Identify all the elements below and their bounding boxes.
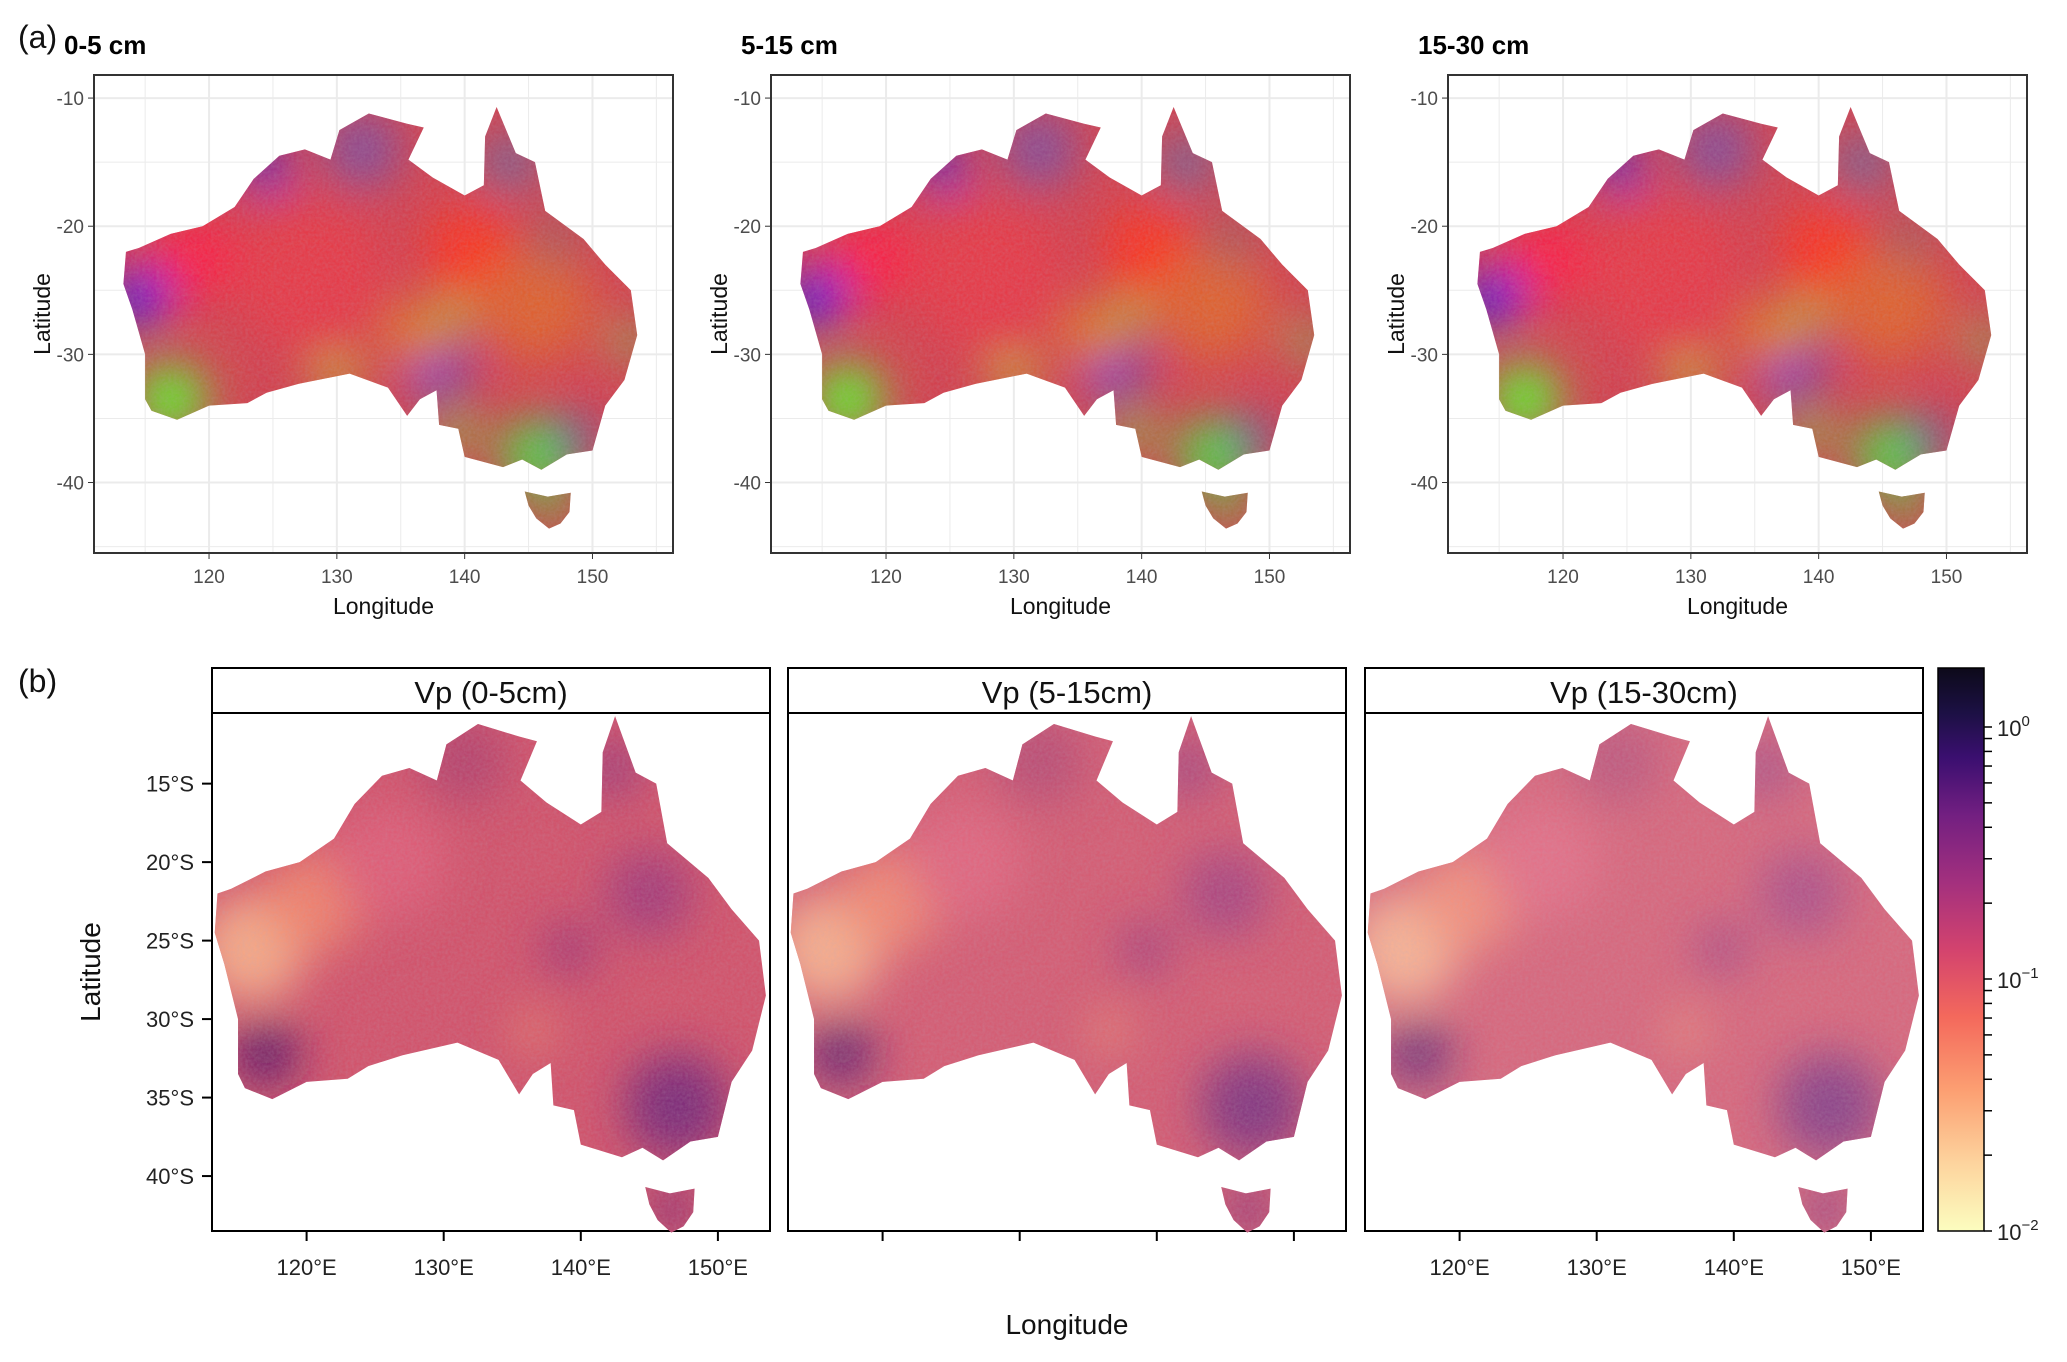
strip-title: Vp (0-5cm) [414,675,567,710]
y-tick-label: 20°S [146,850,194,875]
x-tick-label: 140°E [1704,1255,1764,1280]
x-axis-label: Longitude [1687,593,1788,619]
y-tick-label: -40 [1411,474,1438,495]
x-tick-label: 120 [193,567,225,588]
y-tick-label: -10 [734,89,761,110]
y-tick-label: 35°S [146,1086,194,1111]
y-tick-label: 25°S [146,929,194,954]
x-axis-label: Longitude [1010,593,1111,619]
x-axis-label: Longitude [333,593,434,619]
colorbar-gradient [1937,667,1985,1232]
panel-b-2: Vp (5-15cm) [787,667,1347,1241]
strip-header [211,667,771,714]
colorbar-tick-label: 100 [1997,713,2030,741]
colorbar-tick-base: 10 [1997,716,2021,741]
x-tick-label: 140°E [551,1255,611,1280]
x-tick-label: 140 [1126,567,1158,588]
strip-title: Vp (15-30cm) [1550,675,1738,710]
y-axis-label: Latitude [75,922,106,1022]
x-tick-label: 150°E [1841,1255,1901,1280]
plot-border [1447,74,2028,554]
plot-border [211,712,771,1232]
plot-border [93,74,674,554]
colorbar-tick-label: 10−2 [1997,1217,2039,1245]
plot-border [1364,712,1924,1232]
y-tick-label: 40°S [146,1164,194,1189]
panel-label-a: (a) [18,19,57,55]
y-tick-label: -30 [734,345,761,366]
colorbar-tick-exponent: 0 [2021,713,2029,730]
y-tick-label: -20 [57,217,84,238]
y-tick-label: -20 [1411,217,1438,238]
x-tick-label: 120 [870,567,902,588]
y-axis-label: Latitude [706,273,732,355]
panel-b-1: Vp (0-5cm) 120°E 130°E 140°E 150°E 15°S 20°S 25… [146,667,771,1280]
colorbar-tick-base: 10 [1997,968,2021,993]
x-tick-label: 150 [577,567,609,588]
strip-header [1364,667,1924,714]
y-tick-label: 15°S [146,772,194,797]
colorbar-tick-exponent: −2 [2021,1217,2038,1234]
y-tick-label: -10 [57,89,84,110]
x-tick-label: 130 [1675,567,1707,588]
plot-border [787,712,1347,1232]
y-axis-label: Latitude [1383,273,1409,355]
y-tick-label: 30°S [146,1007,194,1032]
colorbar-tick-base: 10 [1997,1220,2021,1245]
strip-header [787,667,1347,714]
strip-title: Vp (5-15cm) [982,675,1153,710]
y-tick-label: -40 [57,474,84,495]
y-tick-label: -40 [734,474,761,495]
x-tick-label: 140 [1803,567,1835,588]
colorbar-tick-label: 10−1 [1997,965,2039,993]
plot-border [770,74,1351,554]
panel-title: 15-30 cm [1418,30,1529,60]
x-tick-label: 150°E [688,1255,748,1280]
y-tick-label: -20 [734,217,761,238]
x-tick-label: 150 [1254,567,1286,588]
x-tick-label: 120 [1547,567,1579,588]
x-axis-label: Longitude [1005,1309,1128,1340]
panel-title: 5-15 cm [741,30,838,60]
x-tick-label: 150 [1931,567,1963,588]
panel-title: 0-5 cm [64,30,146,60]
y-axis-label: Latitude [29,273,55,355]
colorbar-tick-exponent: −1 [2021,965,2038,982]
x-tick-label: 130°E [414,1255,474,1280]
x-tick-label: 130 [321,567,353,588]
x-tick-label: 130 [998,567,1030,588]
panel-label-b: (b) [18,663,57,699]
x-tick-label: 120°E [277,1255,337,1280]
x-tick-label: 120°E [1430,1255,1490,1280]
y-tick-label: -30 [1411,345,1438,366]
panel-b-3: Vp (15-30cm) 120°E 130°E 140°E 150°E [1364,667,1924,1280]
y-tick-label: -30 [57,345,84,366]
x-tick-label: 130°E [1567,1255,1627,1280]
y-tick-label: -10 [1411,89,1438,110]
x-tick-label: 140 [449,567,481,588]
